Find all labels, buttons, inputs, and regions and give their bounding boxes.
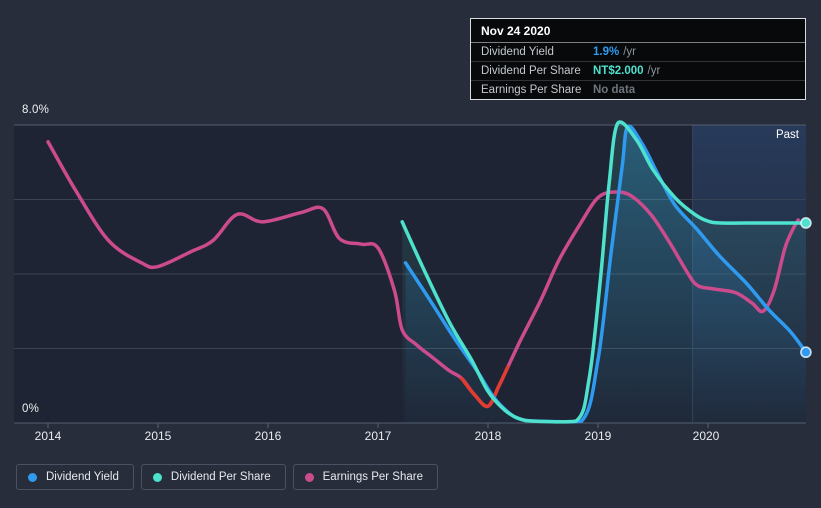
y-axis-zero-label: 0% <box>22 403 40 415</box>
chart-tooltip: Nov 24 2020 Dividend Yield 1.9% /yr Divi… <box>470 18 806 100</box>
x-axis-label-2020: 2020 <box>692 429 720 443</box>
series-area-fills <box>402 122 806 423</box>
x-axis-label-2019: 2019 <box>584 429 612 443</box>
tooltip-label: Dividend Yield <box>481 46 554 58</box>
dividend-per-share-dot-icon <box>152 472 162 482</box>
legend-label: Earnings Per Share <box>322 471 423 483</box>
tooltip-row-earnings-per-share: Earnings Per Share No data <box>471 80 805 99</box>
x-axis-label-2017: 2017 <box>364 429 392 443</box>
x-axis-label-2016: 2016 <box>254 429 282 443</box>
x-axis-label-2015: 2015 <box>144 429 172 443</box>
x-axis-label-2014: 2014 <box>34 429 62 443</box>
series-end-markers <box>800 217 812 359</box>
chart-legend: Dividend Yield Dividend Per Share Earnin… <box>16 464 438 490</box>
x-axis-label-2018: 2018 <box>474 429 502 443</box>
tooltip-date: Nov 24 2020 <box>471 19 805 43</box>
tooltip-row-dividend-yield: Dividend Yield 1.9% /yr <box>471 43 805 61</box>
y-axis-top-label: 8.0% <box>22 104 50 116</box>
legend-label: Dividend Yield <box>46 471 119 483</box>
tooltip-value: 1.9% <box>593 46 620 58</box>
tooltip-label: Earnings Per Share <box>481 84 582 96</box>
legend-label: Dividend Per Share <box>170 471 271 483</box>
tooltip-value-suffix: /yr <box>647 65 661 77</box>
dividend-yield-dot-icon <box>28 472 37 482</box>
tooltip-value: NT$2.000 <box>593 65 644 77</box>
tooltip-row-dividend-per-share: Dividend Per Share NT$2.000 /yr <box>471 61 805 80</box>
tooltip-value: No data <box>593 84 636 96</box>
series-lines <box>46 120 808 424</box>
legend-item-dividend-yield[interactable]: Dividend Yield <box>16 464 134 490</box>
tooltip-label: Dividend Per Share <box>481 65 581 77</box>
earnings-per-share-dot-icon <box>304 472 314 482</box>
legend-item-earnings-per-share[interactable]: Earnings Per Share <box>292 464 438 490</box>
past-region-label: Past <box>775 129 799 141</box>
tooltip-value-suffix: /yr <box>623 46 636 58</box>
legend-item-dividend-per-share[interactable]: Dividend Per Share <box>140 464 286 490</box>
